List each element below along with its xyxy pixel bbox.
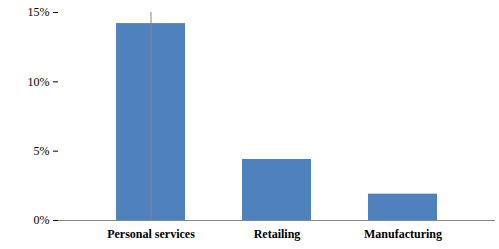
svg-text:10%: 10% [28,75,50,89]
svg-text:15%: 15% [28,5,50,19]
svg-text:Retailing: Retailing [254,227,301,241]
svg-text:5%: 5% [34,144,50,158]
svg-text:Manufacturing: Manufacturing [364,227,442,241]
svg-text:Personal services: Personal services [107,227,195,241]
svg-text:0%: 0% [34,213,50,227]
